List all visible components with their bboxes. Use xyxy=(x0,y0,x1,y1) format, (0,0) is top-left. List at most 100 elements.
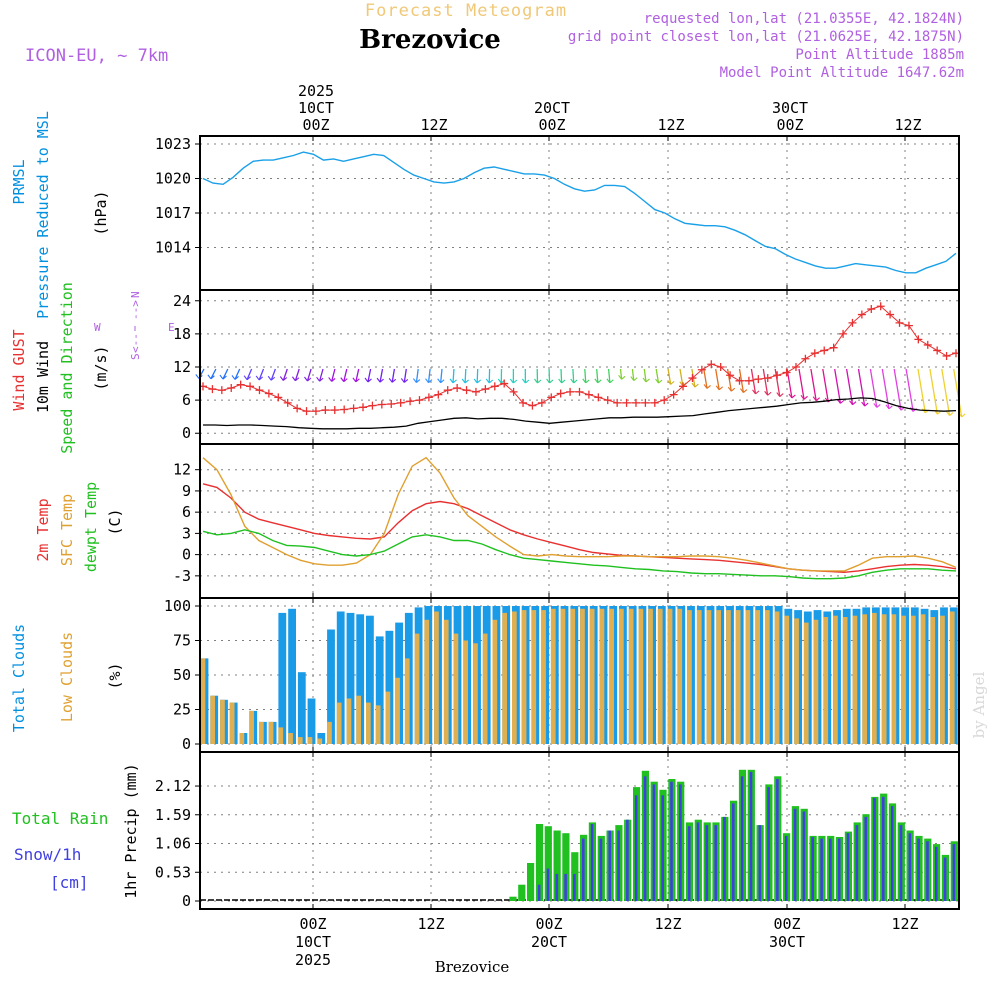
wind-arrow xyxy=(762,368,769,396)
low-cloud-bar xyxy=(774,611,780,744)
wind-arrow-head xyxy=(364,377,369,383)
snow-bar xyxy=(590,824,594,901)
series-2m-temp-line xyxy=(202,483,957,574)
wind-arrow xyxy=(810,368,817,401)
wind-gust-marker xyxy=(528,401,537,410)
grid-point-location: grid point closest lon,lat (21.0625E, 42… xyxy=(568,29,964,45)
wind-arrow-head xyxy=(546,378,551,384)
low-cloud-bar xyxy=(677,608,683,744)
wind-gust-marker xyxy=(603,396,612,405)
total-cloud-bar xyxy=(327,629,335,744)
total-cloud-bar xyxy=(346,612,355,744)
snow-bar xyxy=(785,835,788,901)
snow-bar xyxy=(855,825,859,901)
wind-gust-marker xyxy=(443,386,452,395)
snow-bar xyxy=(705,825,709,901)
snow-bar xyxy=(608,830,611,901)
snow-bar xyxy=(599,838,603,901)
wind-arrow xyxy=(619,368,623,380)
y-tick-label: 50 xyxy=(173,666,191,684)
wind-arrow-head xyxy=(497,378,502,384)
low-cloud-bar xyxy=(531,610,537,744)
low-cloud-bar xyxy=(862,614,867,744)
wind-gust-marker xyxy=(208,385,217,394)
snow-bar xyxy=(679,784,682,901)
wind-arrow xyxy=(929,368,939,415)
low-cloud-bar xyxy=(726,610,731,744)
requested-location: requested lon,lat (21.0355E, 42.1824N) xyxy=(644,11,964,27)
wind-arrow xyxy=(703,368,708,389)
wind-gust-marker xyxy=(406,397,415,406)
wind-arrow xyxy=(258,368,265,381)
snow-bar xyxy=(758,825,762,901)
wind-gust-marker xyxy=(349,404,358,413)
total-cloud-bar xyxy=(307,698,316,744)
total-cloud-bar xyxy=(385,630,394,744)
top-time-label: 00Z xyxy=(302,116,329,134)
wind-arrow-head xyxy=(885,404,890,410)
low-cloud-bar xyxy=(249,710,254,744)
wind-arrow-head xyxy=(739,388,744,393)
top-time-label: 12Z xyxy=(894,116,921,134)
wind-gust-marker xyxy=(857,310,866,319)
y-tick-label: 1017 xyxy=(155,204,191,222)
wind-arrow xyxy=(440,368,443,383)
wind-arrow-head xyxy=(525,379,530,384)
wind-arrow xyxy=(282,368,288,381)
compass-w: W xyxy=(94,321,101,334)
wind-arrow-head xyxy=(234,375,239,380)
top-time-label: 00Z xyxy=(538,116,565,134)
wind-arrow-head xyxy=(791,394,796,399)
snow-bar xyxy=(926,841,929,901)
wind-arrow-head xyxy=(391,378,397,383)
snow-bar xyxy=(564,873,567,901)
wind-arrow-head xyxy=(961,413,966,418)
snow-bar xyxy=(661,795,664,902)
legend-snow-unit: [cm] xyxy=(50,873,89,892)
wind-arrow-head xyxy=(788,393,793,399)
wind-arrow-head xyxy=(343,378,348,383)
wind-arrow xyxy=(367,368,372,383)
wind-direction-arrows xyxy=(195,368,966,418)
snow-bar xyxy=(829,838,832,901)
wind-arrow xyxy=(572,368,575,383)
wind-arrow xyxy=(607,368,611,383)
low-cloud-bar xyxy=(794,618,799,744)
header: Forecast Meteogram Brezovice ICON-EU, ~ … xyxy=(25,1,964,81)
low-cloud-bar xyxy=(910,615,916,744)
y-tick-label: 1020 xyxy=(155,170,191,188)
wind-gust-marker xyxy=(359,403,368,412)
wind-arrow-head xyxy=(800,394,805,400)
top-time-label: 20CT xyxy=(534,99,570,117)
low-cloud-bar xyxy=(580,608,585,744)
wind-arrow xyxy=(917,368,926,413)
rain-bar xyxy=(518,884,526,901)
wind-arrow-head xyxy=(606,378,611,384)
wind-gust-marker xyxy=(246,382,255,391)
snow-bar xyxy=(749,771,753,901)
wind-arrow-head xyxy=(319,377,324,382)
low-cloud-bar xyxy=(638,608,644,744)
low-cloud-bar xyxy=(940,615,945,744)
wind-arrow-head xyxy=(428,379,433,384)
low-cloud-bar xyxy=(891,614,897,744)
bottom-time-label: 00Z xyxy=(535,915,562,933)
wind-arrow-head xyxy=(645,378,650,383)
wind-gust-marker xyxy=(311,407,320,416)
y-tick-label: 0.53 xyxy=(155,863,191,881)
series-prmsl-line xyxy=(202,151,957,274)
low-cloud-bar xyxy=(619,608,624,744)
low-cloud-bar xyxy=(599,608,605,744)
low-cloud-bar xyxy=(463,640,468,744)
wind-gust-marker xyxy=(368,401,377,410)
y-tick-label: 1014 xyxy=(155,239,191,257)
wind-arrow-head xyxy=(549,379,554,384)
wind-arrow-head xyxy=(388,377,393,383)
wind-arrow xyxy=(355,368,360,382)
snow-bar xyxy=(935,846,938,901)
wind-arrow xyxy=(857,368,866,407)
y-tick-label: 1.06 xyxy=(155,835,191,853)
wind-arrow-head xyxy=(873,403,878,408)
panel-label: (hPa) xyxy=(92,190,110,235)
wind-gust-marker xyxy=(933,346,942,355)
